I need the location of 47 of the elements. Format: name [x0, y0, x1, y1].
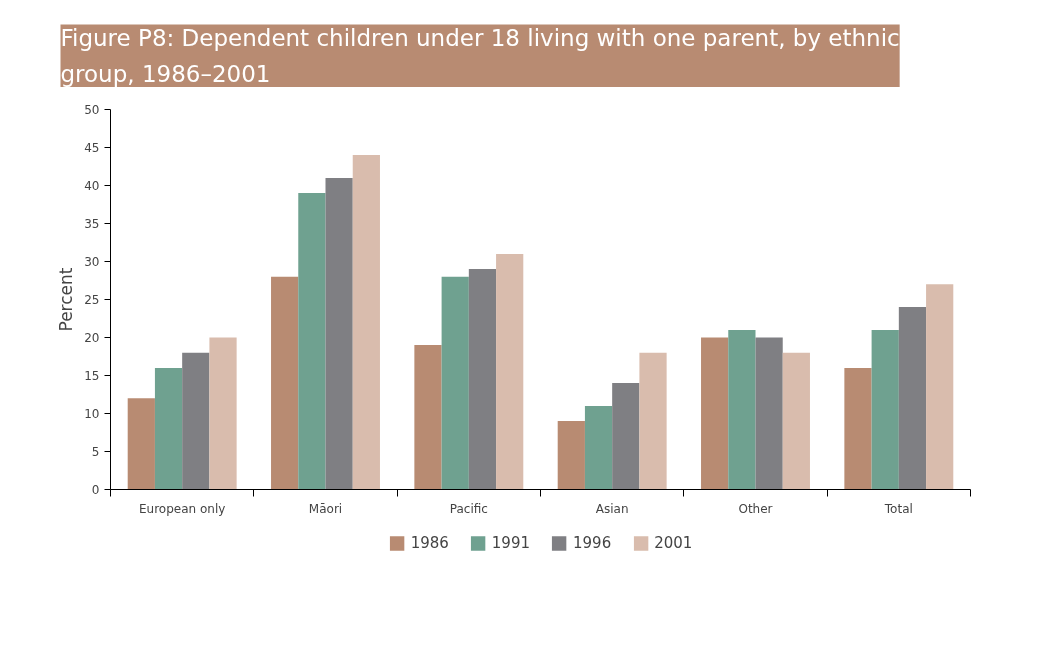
x-tick-label: European only — [138, 501, 226, 516]
y-tick-label: 5 — [91, 445, 100, 459]
bar — [844, 367, 872, 490]
bar — [871, 329, 899, 490]
legend-label: 1991 — [491, 534, 530, 552]
bar — [414, 345, 442, 490]
bar — [182, 352, 210, 490]
bar — [755, 337, 783, 490]
legend-label: 2001 — [654, 534, 693, 552]
bar — [154, 367, 183, 490]
y-tick-label: 20 — [84, 331, 100, 345]
legend-label: 1986 — [410, 534, 449, 552]
y-tick-label: 25 — [84, 293, 100, 307]
y-tick-label: 0 — [91, 483, 100, 497]
bar — [782, 352, 810, 490]
y-tick-label: 35 — [84, 217, 100, 231]
chart-title: Figure P8: Dependent children under 18 living with one parent, by ethnic group, 1986–2001 — [60, 24, 900, 87]
bar — [612, 383, 640, 490]
y-tick-label: 50 — [84, 103, 100, 117]
bar — [898, 307, 927, 490]
x-tick-label: Asian — [595, 501, 629, 516]
x-tick-label: Other — [738, 501, 773, 516]
bar — [728, 329, 756, 490]
y-tick-label: 40 — [84, 179, 100, 193]
bar — [496, 253, 524, 490]
y-axis-title: Percent — [56, 267, 77, 332]
bar — [639, 352, 667, 490]
x-tick-label: Māori — [308, 501, 343, 516]
bar — [441, 276, 469, 490]
bar — [557, 421, 585, 490]
x-tick-label: Total — [883, 501, 913, 516]
legend-label: 1996 — [573, 534, 612, 552]
bar — [271, 276, 299, 490]
x-tick-label: Pacific — [449, 501, 488, 516]
bar — [701, 337, 729, 490]
bar — [298, 193, 326, 490]
bar — [325, 177, 353, 490]
bar — [209, 337, 237, 490]
bar — [468, 269, 497, 490]
bar — [127, 398, 155, 490]
bar — [926, 284, 954, 490]
bar — [584, 405, 613, 490]
y-tick-label: 45 — [84, 141, 100, 155]
y-tick-label: 15 — [84, 369, 100, 383]
y-tick-label: 10 — [84, 407, 100, 421]
bar — [352, 155, 380, 490]
y-tick-label: 30 — [84, 255, 100, 269]
